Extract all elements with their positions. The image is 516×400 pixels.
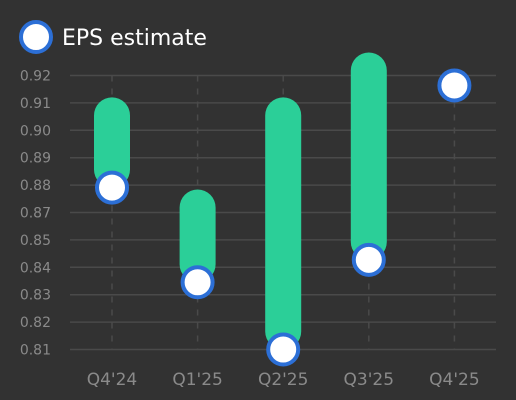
y-tick-label: 0.91 — [20, 96, 51, 112]
legend-label: EPS estimate — [62, 26, 207, 51]
y-tick-label: 0.82 — [20, 315, 51, 331]
eps-marker — [266, 332, 301, 367]
legend: EPS estimate — [19, 20, 207, 54]
x-tick-label: Q2'25 — [258, 370, 309, 390]
y-tick-label: 0.90 — [20, 123, 51, 139]
y-tick-label: 0.88 — [20, 178, 51, 194]
range-bar — [350, 52, 387, 260]
y-tick-label: 0.83 — [20, 288, 51, 304]
eps-marker — [95, 170, 129, 205]
y-tick-label: 0.87 — [20, 206, 51, 222]
y-tick-label: 0.81 — [20, 343, 51, 359]
y-tick-label: 0.84 — [20, 260, 51, 276]
eps-marker — [437, 68, 472, 103]
y-axis-ticks: 0.81 0.82 0.83 0.84 0.85 0.87 0.88 0.89 0.90 0.91… — [20, 69, 51, 359]
eps-marker — [351, 242, 386, 277]
x-tick-label: Q4'24 — [87, 370, 138, 390]
eps-marker — [180, 265, 215, 300]
range-bars — [94, 52, 387, 350]
x-tick-label: Q4'25 — [429, 370, 480, 390]
y-tick-label: 0.92 — [20, 69, 51, 85]
range-bar — [94, 97, 130, 188]
eps-markers — [95, 68, 472, 367]
x-tick-label: Q1'25 — [172, 370, 223, 390]
y-tick-label: 0.85 — [20, 233, 51, 249]
y-tick-label: 0.89 — [20, 151, 51, 167]
range-bar — [265, 97, 302, 350]
x-tick-label: Q3'25 — [344, 370, 395, 390]
x-axis-labels: Q4'24 Q1'25 Q2'25 Q3'25 Q4'25 — [87, 370, 480, 390]
range-bar — [179, 189, 216, 283]
legend-marker-icon — [19, 20, 53, 54]
